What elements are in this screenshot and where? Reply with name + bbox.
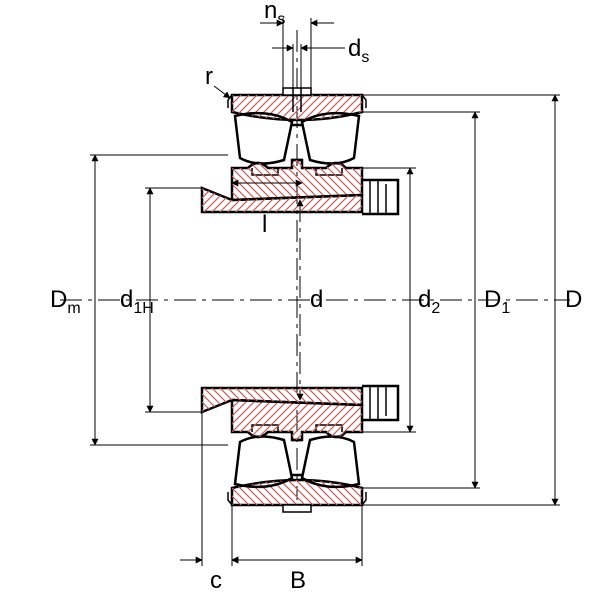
label-Dm: D <box>50 286 67 313</box>
svg-text:d1H: d1H <box>120 286 154 317</box>
label-Dm-sub: m <box>67 300 80 317</box>
label-D: D <box>565 286 582 313</box>
svg-text:D1: D1 <box>484 286 510 317</box>
label-d: d <box>310 286 323 313</box>
label-ns-sub: s <box>277 11 285 28</box>
label-ds: d <box>348 35 361 62</box>
label-ds-sub: s <box>361 49 369 66</box>
label-ns: n <box>264 0 277 24</box>
label-D1: D <box>484 286 501 313</box>
label-d1H-sub: 1H <box>133 300 153 317</box>
outer-ring-top <box>228 88 366 120</box>
label-B: B <box>290 567 306 594</box>
svg-text:Dm: Dm <box>50 286 81 317</box>
svg-text:ds: ds <box>348 35 369 66</box>
svg-text:ns: ns <box>264 0 285 28</box>
svg-text:d2: d2 <box>418 286 440 317</box>
label-c: c <box>210 567 222 594</box>
inner-ring-top <box>232 160 362 200</box>
label-r: r <box>205 63 213 90</box>
label-d2-sub: 2 <box>431 300 440 317</box>
label-l: l <box>262 211 267 238</box>
label-D1-sub: 1 <box>501 300 510 317</box>
label-d2: d <box>418 286 431 313</box>
bearing-diagram: ns ds r l Dm d1H d d2 D1 D c B <box>0 0 600 600</box>
label-d1H: d <box>120 286 133 313</box>
